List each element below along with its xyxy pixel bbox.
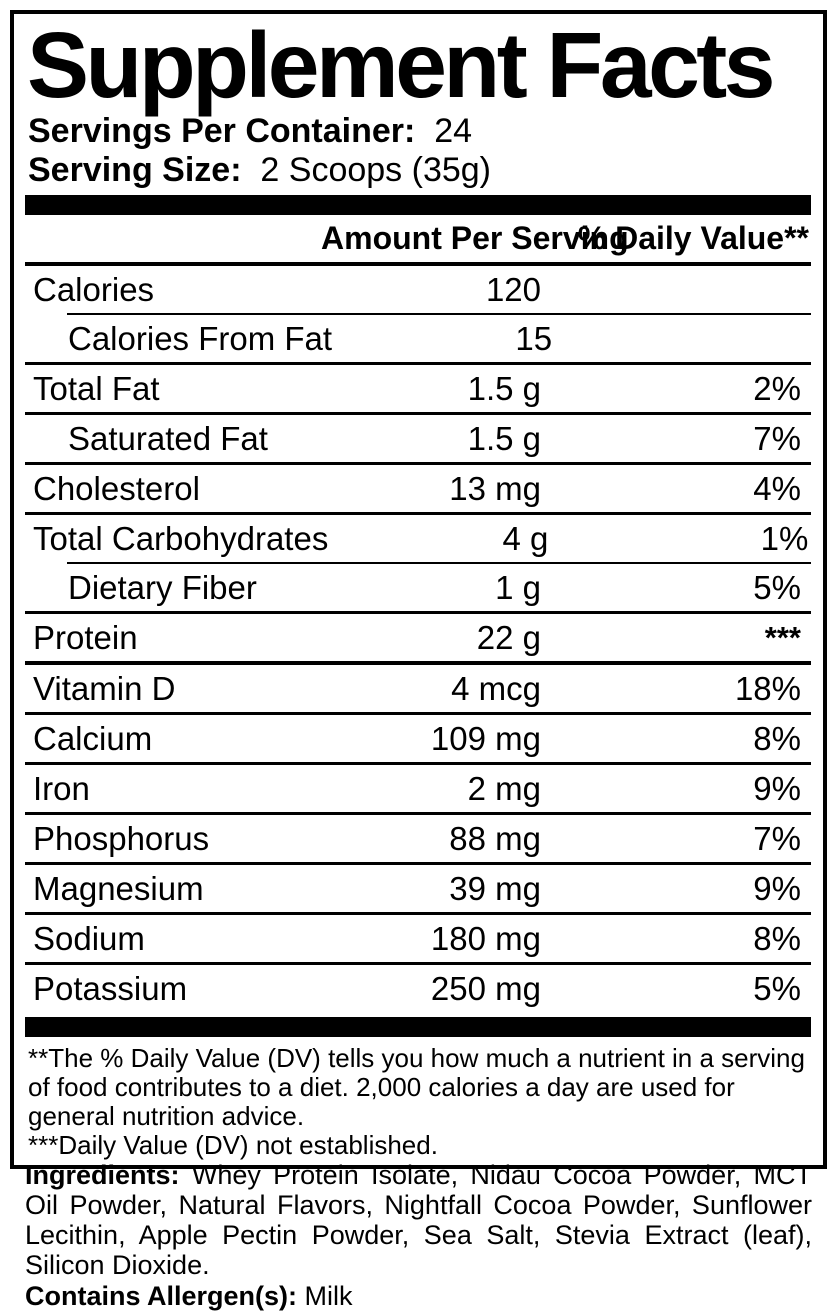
- nutrient-amount: 22 g: [476, 618, 541, 656]
- table-row: Calories From Fat 15: [25, 315, 811, 362]
- nutrient-label: Cholesterol: [33, 469, 200, 507]
- servings-per-container: Servings Per Container: 24: [28, 112, 811, 151]
- table-row: Vitamin D 4 mcg 18%: [25, 665, 811, 712]
- nutrient-amount: 1.5 g: [467, 369, 541, 407]
- table-row: Cholesterol 13 mg 4%: [25, 465, 811, 512]
- header-rule: [25, 262, 811, 266]
- nutrient-label: Iron: [33, 769, 90, 807]
- row-separator: [25, 512, 811, 515]
- nutrient-amount: 250 mg: [430, 969, 541, 1007]
- row-separator: [25, 862, 811, 865]
- daily-value-header: % Daily Value**: [577, 220, 809, 256]
- table-row: Iron 2 mg 9%: [25, 765, 811, 812]
- table-header: Amount Per Serving % Daily Value**: [25, 215, 811, 262]
- allergen-label: Contains Allergen(s):: [25, 1281, 298, 1311]
- nutrient-daily-value: 8%: [753, 719, 801, 757]
- nutrient-daily-value: 4%: [753, 469, 801, 507]
- serving-size-value: 2 Scoops (35g): [260, 151, 492, 189]
- allergen-value: Milk: [297, 1281, 353, 1311]
- row-separator: [25, 712, 811, 715]
- nutrient-label: Sodium: [33, 919, 145, 957]
- row-separator: [67, 313, 811, 315]
- ingredients-section: Ingredients: Whey Protein Isolate, Nidau…: [25, 1160, 812, 1311]
- nutrient-amount: 4 g: [502, 519, 549, 557]
- footnote: **The % Daily Value (DV) tells you how m…: [28, 1043, 805, 1131]
- ingredients-text: Whey Protein Isolate, Nidau Cocoa Powder…: [25, 1160, 812, 1280]
- nutrient-amount: 13 mg: [449, 469, 541, 507]
- footnotes: **The % Daily Value (DV) tells you how m…: [28, 1044, 811, 1160]
- servings-per-container-value: [425, 112, 434, 150]
- amount-per-serving-header: Amount Per Serving: [321, 220, 629, 256]
- nutrient-daily-value: 9%: [753, 869, 801, 907]
- nutrient-amount: 120: [485, 270, 541, 308]
- table-row: Total Carbohydrates 4 g 1%: [25, 515, 811, 562]
- row-separator: [25, 362, 811, 365]
- nutrient-amount: 2 mg: [467, 769, 541, 807]
- table-row: Dietary Fiber 1 g 5%: [25, 564, 811, 611]
- nutrient-daily-value: 9%: [753, 769, 801, 807]
- ingredients-paragraph: Ingredients: Whey Protein Isolate, Nidau…: [25, 1160, 812, 1280]
- nutrient-daily-value: 7%: [753, 419, 801, 457]
- serving-size-label: Serving Size:: [28, 151, 242, 189]
- table-row: Magnesium 39 mg 9%: [25, 865, 811, 912]
- serving-size-spacer: [251, 151, 260, 189]
- nutrient-table: Calories 120 Calories From Fat 15 Total Fat 1…: [25, 266, 811, 1012]
- nutrient-label: Calories From Fat: [68, 319, 333, 357]
- nutrient-amount: 1.5 g: [467, 419, 541, 457]
- nutrient-label: Total Carbohydrates: [33, 519, 329, 557]
- nutrient-amount: 180 mg: [430, 919, 541, 957]
- nutrient-label: Dietary Fiber: [68, 568, 257, 606]
- thick-divider-top: [25, 195, 811, 215]
- servings-per-container-label: Servings Per Container:: [28, 112, 416, 150]
- row-separator: [25, 812, 811, 815]
- nutrient-amount: 109 mg: [430, 719, 541, 757]
- thick-divider-bottom: [25, 1017, 811, 1037]
- table-row: Total Fat 1.5 g 2%: [25, 365, 811, 412]
- row-separator: [25, 762, 811, 765]
- nutrient-label: Vitamin D: [33, 669, 176, 707]
- nutrient-amount: 88 mg: [449, 819, 541, 857]
- row-separator: [25, 412, 811, 415]
- nutrient-label: Saturated Fat: [68, 419, 268, 457]
- nutrient-daily-value: 18%: [734, 669, 801, 707]
- row-separator: [25, 611, 811, 614]
- allergen-line: Contains Allergen(s): Milk: [25, 1281, 812, 1311]
- table-row: Potassium 250 mg 5%: [25, 965, 811, 1012]
- row-separator: [25, 962, 811, 965]
- nutrient-daily-value: 2%: [753, 369, 801, 407]
- row-separator: [25, 462, 811, 465]
- nutrient-label: Calories: [33, 270, 155, 308]
- table-row: Sodium 180 mg 8%: [25, 915, 811, 962]
- table-row: Protein 22 g ***: [25, 614, 811, 661]
- table-row: Calcium 109 mg 8%: [25, 715, 811, 762]
- table-row: Saturated Fat 1.5 g 7%: [25, 415, 811, 462]
- nutrient-label: Magnesium: [33, 869, 204, 907]
- supplement-facts-panel: Supplement Facts Servings Per Container:…: [10, 10, 827, 1169]
- row-separator: [25, 661, 811, 665]
- nutrient-daily-value: 7%: [753, 819, 801, 857]
- table-row: Phosphorus 88 mg 7%: [25, 815, 811, 862]
- nutrient-daily-value: 1%: [760, 519, 809, 557]
- footnote: ***Daily Value (DV) not established.: [28, 1130, 438, 1160]
- nutrient-amount: 15: [515, 319, 553, 357]
- nutrient-amount: 1 g: [495, 568, 541, 606]
- row-separator: [67, 562, 811, 564]
- nutrient-amount: 4 mcg: [451, 669, 541, 707]
- nutrient-label: Calcium: [33, 719, 153, 757]
- nutrient-daily-value: 8%: [753, 919, 801, 957]
- nutrient-label: Total Fat: [33, 369, 160, 407]
- nutrient-label: Phosphorus: [33, 819, 210, 857]
- nutrient-label: Potassium: [33, 969, 188, 1007]
- ingredients-label: Ingredients:: [25, 1160, 180, 1190]
- nutrient-label: Protein: [33, 618, 138, 656]
- table-row: Calories 120: [25, 266, 811, 313]
- servings-per-container-value-text: 24: [434, 112, 473, 150]
- nutrient-daily-value: ***: [764, 620, 801, 655]
- serving-size: Serving Size: 2 Scoops (35g): [28, 151, 811, 190]
- nutrient-daily-value: 5%: [753, 969, 801, 1007]
- panel-title: Supplement Facts: [27, 13, 776, 117]
- nutrient-daily-value: 5%: [753, 568, 801, 606]
- row-separator: [25, 912, 811, 915]
- nutrient-amount: 39 mg: [449, 869, 541, 907]
